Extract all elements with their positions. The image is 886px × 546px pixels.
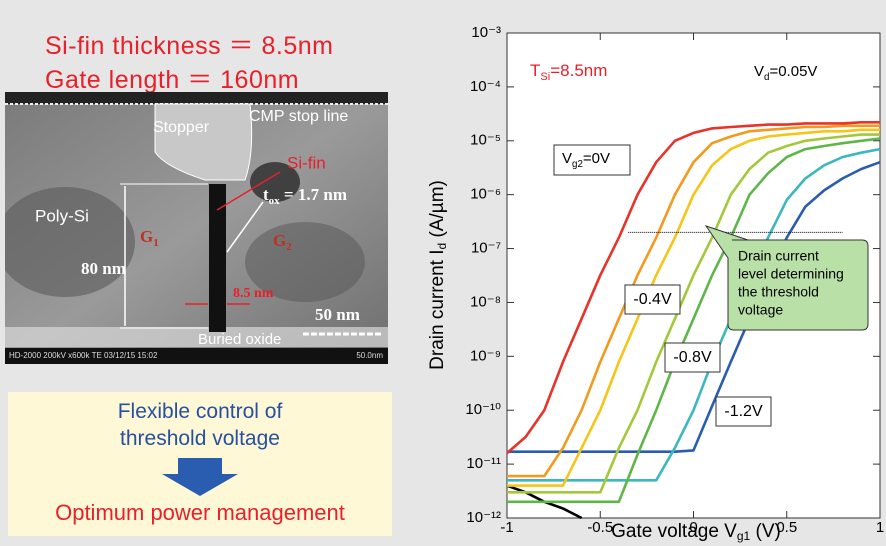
callout-text: voltage [738, 302, 783, 318]
y-tick-label: 10⁻¹⁰ [465, 401, 501, 418]
y-tick-label: 10⁻⁶ [470, 186, 501, 203]
text-part: (A/µm) [427, 180, 448, 243]
annotation: Vg2=0V [562, 150, 610, 170]
text-part: Gate voltage V [611, 521, 737, 542]
y-tick-label: 10⁻¹² [466, 509, 501, 526]
label-buried: Buried oxide [198, 331, 281, 348]
annotation: Vd=0.05V [754, 63, 817, 83]
text-part: T [530, 61, 540, 80]
y-tick-label: 10⁻⁹ [470, 347, 501, 364]
text-part: =8.5nm [550, 61, 607, 80]
panel-title: Gate length ＝ 160nm [45, 60, 299, 96]
y-tick-label: 10⁻⁴ [470, 78, 501, 95]
text-part: V [754, 63, 764, 80]
x-tick-label: -0.5 [587, 519, 613, 536]
text-part: = 1.7 nm [280, 185, 347, 204]
callout-text: Drain current [738, 248, 819, 264]
text-part: d [435, 243, 449, 250]
text-part: V [562, 150, 572, 167]
label-width: 8.5 nm [233, 286, 274, 301]
label-height: 80 nm [81, 259, 126, 278]
label-si-fin: Si-fin [287, 153, 326, 172]
text-part: g1 [737, 529, 751, 543]
buried-oxide [5, 327, 388, 347]
text-part: =0V [583, 150, 610, 167]
text-part: ox [269, 195, 281, 207]
x-tick-label: 0.5 [776, 519, 797, 536]
text-part: 2 [286, 241, 292, 253]
x-tick-label: 0 [689, 519, 697, 536]
panel-title: Si-fin thickness ＝ 8.5nm [45, 26, 334, 62]
x-tick-label: 1 [876, 519, 884, 536]
y-axis-label: Drain current Id (A/µm) [427, 180, 449, 370]
arrow-shape [162, 458, 238, 496]
x-tick-label: -1 [500, 519, 513, 536]
tem-image: Stopper CMP stop line Si-fin Poly-Si tox… [5, 92, 388, 364]
summary-result: Optimum power management [8, 500, 392, 526]
callout-text: the threshold [738, 284, 819, 300]
label-stopper: Stopper [153, 119, 210, 136]
text-part: 1 [153, 237, 159, 249]
image-footer-scale: 50.0nm [356, 351, 383, 360]
page: Si-fin thickness ＝ 8.5nm Gate length ＝ 1… [0, 0, 886, 546]
text-part: G [140, 227, 153, 246]
y-tick-label: 10⁻¹¹ [466, 455, 501, 472]
label-poly-si: Poly-Si [35, 206, 89, 225]
y-tick-label: 10⁻³ [471, 24, 501, 41]
label-cmp: CMP stop line [249, 108, 348, 125]
text-part: =0.05V [769, 63, 817, 80]
text-part: G [273, 231, 286, 250]
image-top [5, 92, 388, 104]
y-tick-label: 10⁻⁵ [470, 132, 501, 149]
summary-box: Flexible control of threshold voltage Op… [8, 392, 392, 536]
annotation: -1.2V [724, 403, 763, 420]
summary-line: threshold voltage [8, 427, 392, 451]
text-part: Si [540, 71, 550, 83]
annotation: -0.8V [673, 349, 712, 366]
summary-line: Flexible control of [8, 400, 392, 424]
text-part: g2 [572, 159, 583, 170]
label-scale: 50 nm [315, 305, 360, 324]
text-part: Drain current I [427, 249, 448, 369]
annotation: -0.4V [633, 291, 672, 308]
down-arrow [160, 458, 240, 498]
chart: Drain current Id (A/µm) Gate voltage Vg1… [396, 0, 886, 546]
callout-text: level determining [738, 266, 844, 282]
y-tick-label: 10⁻⁸ [470, 293, 501, 310]
image-footer-text: HD-2000 200kV x600k TE 03/12/15 15:02 [9, 351, 158, 360]
y-tick-label: 10⁻⁷ [471, 240, 501, 257]
